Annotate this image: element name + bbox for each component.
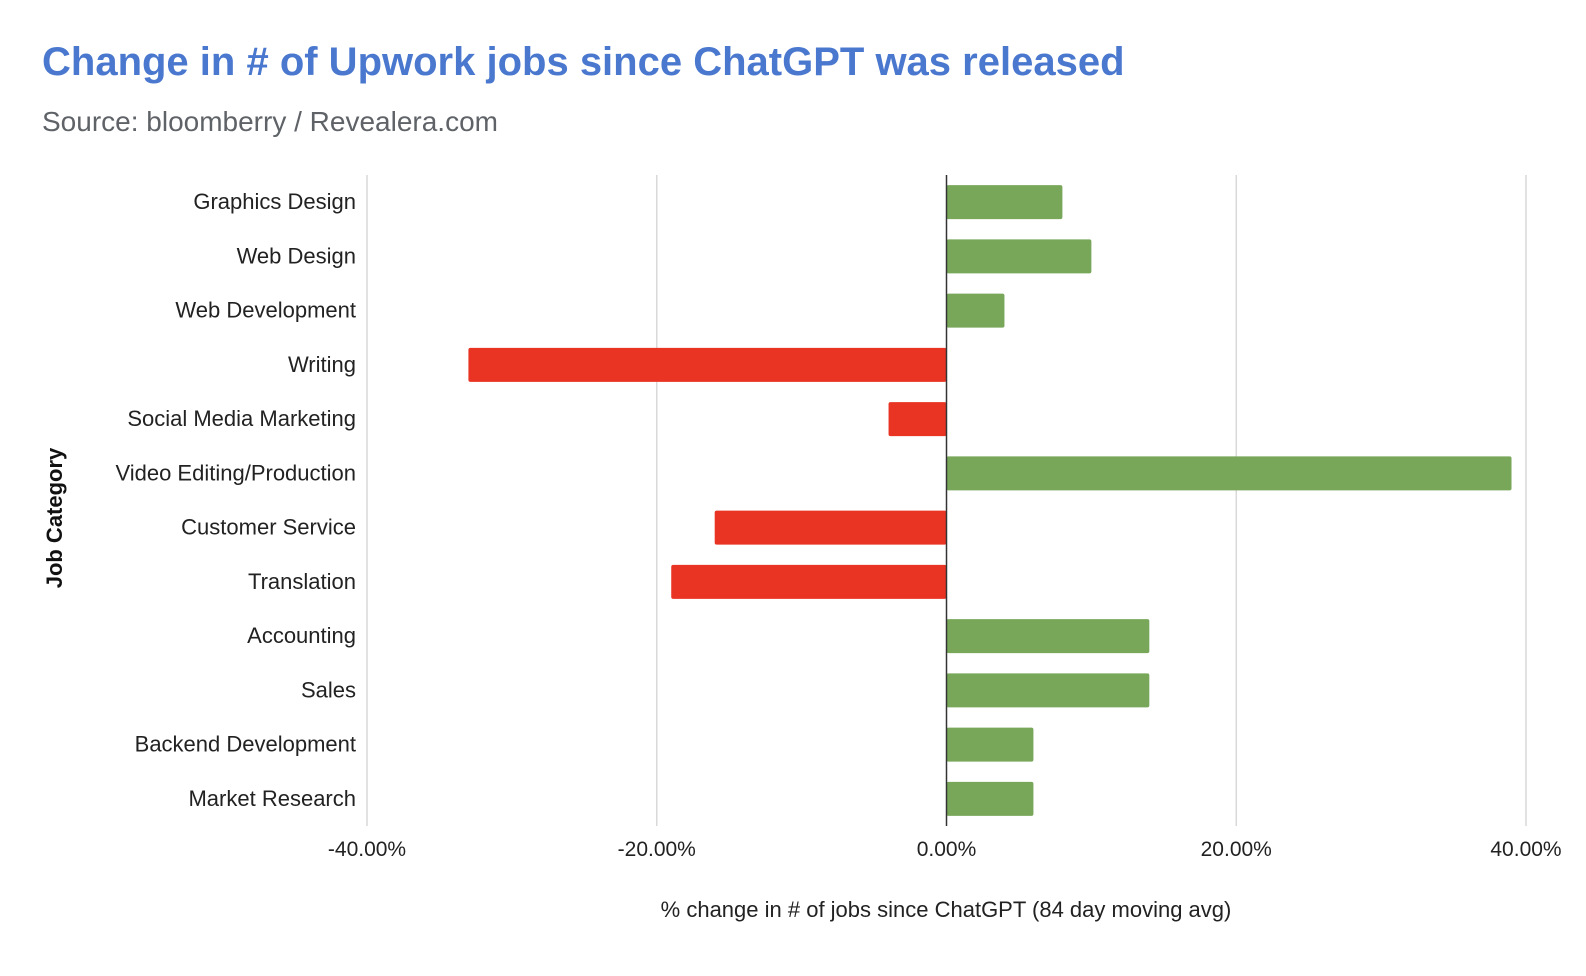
x-tick-label: 0.00% [917, 838, 977, 861]
category-label: Customer Service [181, 515, 356, 540]
bar-backend-development [946, 727, 1034, 762]
x-tick-label: -20.00% [618, 838, 696, 861]
x-tick-label: -40.00% [328, 838, 406, 861]
gridlines [366, 175, 1527, 826]
category-label: Graphics Design [193, 189, 356, 214]
bars [468, 185, 1512, 816]
x-tick-labels: -40.00% -20.00% 0.00% 20.00% 40.00% [328, 838, 1562, 861]
category-label: Web Development [175, 298, 356, 323]
bar-translation [671, 564, 947, 599]
category-label: Social Media Marketing [127, 406, 356, 431]
bar-social-media-marketing [888, 402, 947, 437]
y-axis-label: Job Category [42, 447, 67, 588]
bar-graphics-design [946, 185, 1063, 220]
bar-customer-service [714, 510, 947, 545]
category-label: Backend Development [135, 732, 356, 757]
category-labels: Graphics Design Web Design Web Development… [115, 189, 356, 811]
x-axis-label: % change in # of jobs since ChatGPT (84 … [661, 897, 1232, 922]
x-tick-label: 40.00% [1490, 838, 1561, 861]
bar-accounting [946, 619, 1150, 654]
category-label: Web Design [237, 243, 356, 268]
bar-web-development [946, 293, 1005, 328]
category-label: Sales [301, 677, 356, 702]
bar-market-research [946, 781, 1034, 816]
category-label: Writing [288, 352, 356, 377]
x-tick-label: 20.00% [1201, 838, 1272, 861]
bar-sales [946, 673, 1150, 708]
category-label: Video Editing/Production [115, 460, 356, 485]
category-label: Translation [248, 569, 356, 594]
category-label: Market Research [188, 786, 356, 811]
bar-writing [468, 347, 947, 382]
chart-subtitle: Source: bloomberry / Revealera.com [42, 106, 498, 137]
category-label: Accounting [247, 623, 356, 648]
chart-title: Change in # of Upwork jobs since ChatGPT… [42, 40, 1125, 84]
bar-video-editing-production [946, 456, 1512, 491]
bar-web-design [946, 239, 1092, 274]
